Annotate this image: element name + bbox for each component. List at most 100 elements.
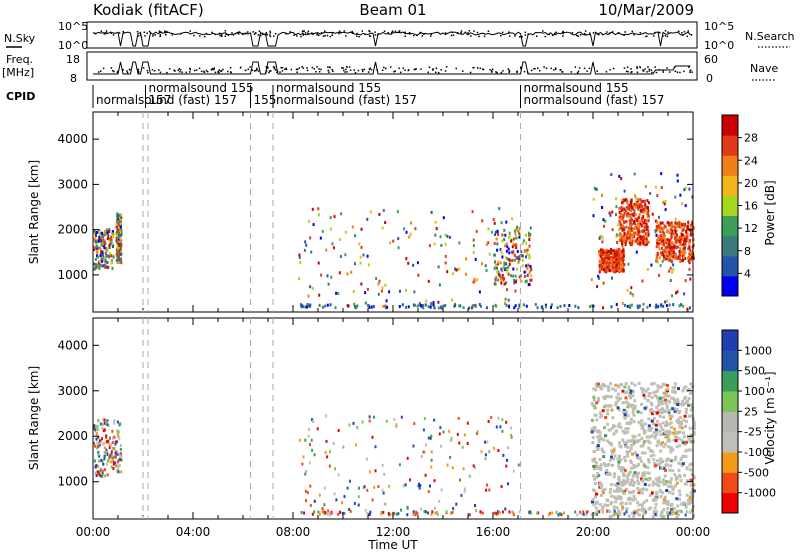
echo-cell <box>520 254 523 257</box>
echo-cell <box>645 488 649 492</box>
echo-cell <box>95 437 98 441</box>
echo-cell <box>671 270 674 274</box>
x-tick-label: 04:00 <box>176 525 211 539</box>
nsearch-dot <box>598 33 600 36</box>
colorbar-swatch <box>722 330 738 351</box>
echo-cell <box>674 231 677 234</box>
nsearch-dot <box>639 32 641 34</box>
echo-cell <box>595 401 599 405</box>
echo-cell <box>354 262 356 266</box>
echo-cell <box>680 509 683 513</box>
echo-cell <box>439 426 442 430</box>
echo-cell <box>636 237 639 241</box>
echo-cell <box>512 274 515 278</box>
nave-dot <box>218 69 221 71</box>
echo-cell <box>504 233 507 237</box>
echo-cell <box>496 229 499 233</box>
nsearch-dot <box>682 34 684 36</box>
echo-cell <box>635 205 637 209</box>
nave-dot <box>537 67 539 69</box>
echo-cell <box>106 261 109 264</box>
echo-cell <box>629 204 632 208</box>
nave-dot <box>435 71 437 74</box>
echo-cell <box>615 396 619 400</box>
echo-cell <box>657 476 661 480</box>
time-axis-ticks: 00:00 04:00 08:00 12:00 16:00 20:00 00:00 <box>76 525 711 539</box>
nave-dot <box>415 68 417 70</box>
echo-cell <box>115 440 118 444</box>
echo-cell <box>445 510 448 514</box>
echo-cell <box>675 221 678 225</box>
echo-cell <box>366 303 369 307</box>
nave-dot <box>398 67 400 69</box>
echo-cell <box>352 289 355 293</box>
echo-cell <box>633 440 636 444</box>
echo-cell <box>313 499 316 503</box>
echo-cell <box>405 305 407 309</box>
echo-cell <box>687 259 690 263</box>
nsearch-dot <box>257 34 260 36</box>
echo-cell <box>656 260 659 264</box>
echo-cell <box>319 236 322 240</box>
cpid-text: 155 <box>254 93 277 107</box>
echo-cell <box>109 436 111 440</box>
echo-cell <box>618 215 621 219</box>
echo-cell <box>615 213 617 217</box>
echo-cell <box>624 240 627 244</box>
nsearch-dot <box>269 30 271 33</box>
echo-cell <box>119 248 122 252</box>
echo-cell <box>663 233 666 237</box>
echo-cell <box>446 463 449 467</box>
echo-cell <box>593 477 597 481</box>
echo-cell <box>104 258 107 262</box>
echo-cell <box>613 454 617 458</box>
echo-cell <box>655 510 659 514</box>
echo-cell <box>617 509 621 513</box>
echo-cell <box>661 251 664 255</box>
echo-cell <box>654 185 657 189</box>
echo-cell <box>610 173 613 177</box>
echo-cell <box>412 510 415 514</box>
echo-cell <box>682 431 685 435</box>
echo-cell <box>518 510 521 514</box>
echo-cell <box>120 261 123 265</box>
nave-dot <box>151 69 154 71</box>
echo-cell <box>430 450 433 454</box>
echo-cell <box>663 202 666 206</box>
echo-cell <box>548 513 550 517</box>
echo-cell <box>117 465 120 468</box>
echo-cell <box>101 426 104 430</box>
echo-cell <box>642 487 646 491</box>
echo-cell <box>96 244 99 248</box>
echo-cell <box>692 489 696 493</box>
echo-cell <box>606 422 610 426</box>
echo-cell <box>691 195 694 199</box>
echo-cell <box>684 257 687 260</box>
echo-cell <box>638 213 641 217</box>
echo-cell <box>332 442 335 445</box>
echo-cell <box>474 304 477 308</box>
echo-cell <box>405 288 407 292</box>
echo-cell <box>320 273 323 277</box>
echo-cell <box>675 419 679 423</box>
echo-cell <box>675 481 679 485</box>
echo-cell <box>678 225 681 229</box>
echo-cell <box>608 491 612 495</box>
nave-dot <box>674 70 677 72</box>
echo-cell <box>685 510 688 514</box>
nsearch-dot <box>358 36 360 38</box>
echo-cell <box>110 261 113 265</box>
echo-cell <box>620 177 623 181</box>
echo-cell <box>604 249 607 253</box>
nsearch-dot <box>686 35 688 38</box>
echo-cell <box>595 509 599 513</box>
echo-cell <box>625 208 628 212</box>
nsearch-dot <box>501 31 504 34</box>
echo-cell <box>610 260 613 264</box>
echo-cell <box>304 438 307 442</box>
echo-cell <box>676 403 680 406</box>
echo-cell <box>507 446 509 450</box>
echo-cell <box>675 291 677 295</box>
echo-cell <box>389 241 392 245</box>
echo-cell <box>651 412 654 416</box>
